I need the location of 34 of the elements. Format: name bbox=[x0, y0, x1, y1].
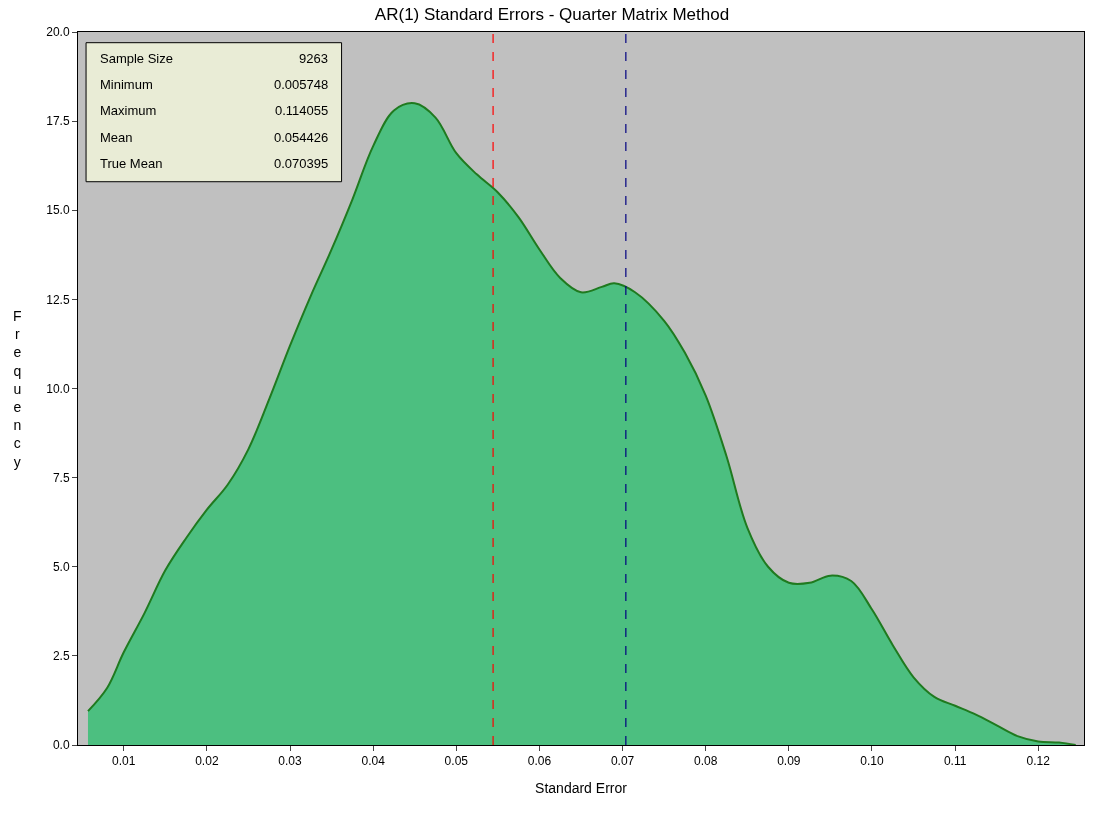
x-tick-label: 0.05 bbox=[444, 754, 469, 769]
x-tick-label: 0.11 bbox=[943, 754, 967, 769]
annotation: 9263 bbox=[299, 51, 328, 66]
y-tick-label: 15.0 bbox=[46, 203, 70, 218]
annotation: Maximum bbox=[100, 103, 157, 118]
x-axis-title: Standard Error bbox=[535, 779, 628, 796]
annotation: Sample Size bbox=[100, 51, 173, 66]
text: Frequency bbox=[13, 308, 22, 470]
y-tick-label: 20.0 bbox=[46, 25, 70, 40]
x-tick-label: 0.07 bbox=[610, 754, 635, 769]
x-tick-label: 0.01 bbox=[112, 754, 136, 769]
annotation: 0.070395 bbox=[274, 156, 329, 171]
x-tick-label: 0.02 bbox=[195, 754, 219, 769]
x-tick-label: 0.08 bbox=[694, 754, 718, 769]
annotation: True Mean bbox=[100, 156, 163, 171]
x-tick-label: 0.12 bbox=[1026, 754, 1051, 769]
annotation: 0.005748 bbox=[274, 77, 329, 92]
y-tick-label: 17.5 bbox=[46, 114, 70, 129]
x-tick-label: 0.03 bbox=[278, 754, 303, 769]
x-tick-label: 0.06 bbox=[527, 754, 552, 769]
x-tick-label: 0.10 bbox=[860, 754, 884, 769]
y-tick-label: 5.0 bbox=[52, 559, 70, 574]
annotation: Minimum bbox=[100, 77, 153, 92]
y-tick-label: 7.5 bbox=[52, 470, 70, 485]
y-tick-label: 10.0 bbox=[46, 381, 70, 396]
annotation: 0.054426 bbox=[274, 130, 329, 145]
y-tick-label: 2.5 bbox=[52, 649, 70, 664]
annotation: 0.114055 bbox=[275, 103, 329, 118]
x-tick-label: 0.04 bbox=[361, 754, 386, 769]
x-tick-label: 0.09 bbox=[777, 754, 801, 769]
y-tick-label: 12.5 bbox=[46, 292, 70, 307]
y-tick-label: 0.0 bbox=[52, 738, 70, 753]
chart-title: AR(1) Standard Errors - Quarter Matrix Method bbox=[374, 5, 730, 25]
annotation: Mean bbox=[100, 130, 133, 145]
